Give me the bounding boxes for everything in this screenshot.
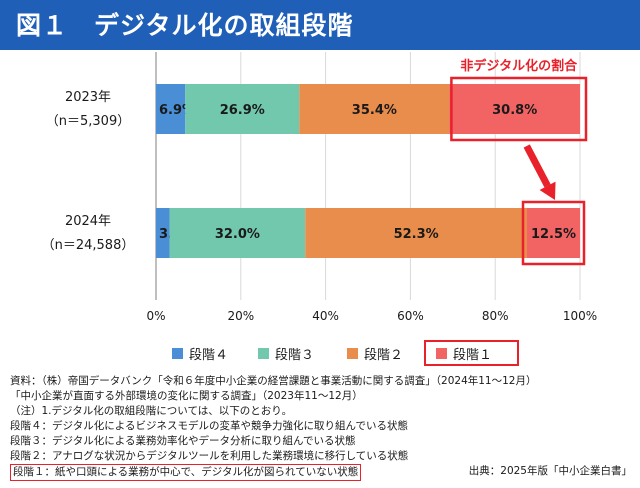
legend-item-stage3: 段階３	[258, 344, 315, 363]
x-tick-label-2: 40%	[312, 309, 339, 323]
data-label-1-2: 52.3%	[394, 227, 439, 242]
data-label-0-2: 35.4%	[352, 103, 397, 118]
legend-highlight-box	[424, 340, 519, 366]
highlight-box-2024	[521, 200, 586, 266]
bar-1-2	[305, 208, 527, 258]
legend-label-stage2: 段階２	[364, 347, 404, 363]
note-stage3: 段階３：デジタル化による業務効率化やデータ分析に取り組んでいる状態	[10, 435, 356, 447]
highlight-box-2023	[450, 76, 588, 142]
category-n-0: （n＝5,309）	[46, 114, 130, 129]
source-credit: 出典：2025年版「中小企業白書」	[468, 465, 632, 477]
category-year-0: 2023年	[65, 90, 111, 105]
legend: 段階４ 段階３ 段階２ 段階１	[0, 340, 640, 366]
note-remark: （注）1.デジタル化の取組段階については、以下のとおり。	[10, 405, 293, 417]
bar-0-3	[449, 84, 580, 134]
note-stage4: 段階４：デジタル化によるビジネスモデルの変革や競争力強化に取り組んでいる状態	[10, 420, 408, 432]
bar-1-3	[527, 208, 580, 258]
data-label-1-1: 32.0%	[215, 227, 260, 242]
data-label-0-3: 30.8%	[492, 103, 537, 118]
legend-swatch-stage1	[436, 347, 447, 359]
legend-label-stage4: 段階４	[189, 347, 229, 363]
bar-1-1	[169, 208, 306, 258]
note-source-line2: 「中小企業が直面する外部環境の変化に関する調査」（2023年11～12月）	[10, 390, 363, 402]
note-stage2: 段階２：アナログな状況からデジタルツールを利用した業務環境に移行している状態	[10, 450, 409, 462]
data-label-0-1: 26.9%	[220, 103, 265, 118]
x-tick-label-0: 0%	[146, 309, 165, 323]
legend-item-stage4: 段階４	[172, 344, 229, 363]
legend-swatch-stage2	[347, 347, 358, 359]
stacked-bar-chart: 0% 20% 40% 60% 80% 100% 2023年 （n＝5,309） 2024年 （n＝…	[42, 52, 597, 323]
x-tick-label-4: 80%	[482, 309, 509, 323]
notes: 資料：（株）帝国データバンク「令和６年度中小企業の経営課題と事業活動に関する調査…	[10, 374, 635, 481]
x-tick-label-5: 100%	[563, 309, 597, 323]
title-bar: 図１ デジタル化の取組段階	[0, 0, 640, 50]
legend-label-stage3: 段階３	[275, 347, 315, 363]
category-n-1: （n＝24,588）	[42, 238, 135, 253]
arrow-head	[539, 181, 556, 200]
arrow-shaft	[523, 144, 551, 188]
note-stage1: 段階１：紙や口頭による業務が中心で、デジタル化が図られていない状態	[10, 464, 362, 481]
page-title: 図１ デジタル化の取組段階	[16, 11, 354, 40]
category-year-1: 2024年	[65, 214, 111, 229]
note-source-line1: 資料：（株）帝国データバンク「令和６年度中小企業の経営課題と事業活動に関する調査…	[10, 375, 537, 387]
bar-0-0	[156, 84, 186, 134]
data-label-1-3: 12.5%	[531, 227, 576, 242]
legend-swatch-stage4	[172, 347, 183, 359]
legend-item-stage1: 段階１	[436, 344, 493, 363]
x-tick-label-3: 60%	[397, 309, 424, 323]
annotation-non-digital: 非デジタル化の割合	[460, 58, 578, 74]
bar-0-1	[185, 84, 300, 134]
legend-swatch-stage3	[258, 347, 269, 359]
legend-item-stage2: 段階２	[347, 344, 404, 363]
bar-1-0	[156, 208, 170, 258]
legend-label-stage1: 段階１	[453, 347, 493, 363]
x-tick-label-1: 20%	[227, 309, 254, 323]
bar-0-2	[299, 84, 450, 134]
